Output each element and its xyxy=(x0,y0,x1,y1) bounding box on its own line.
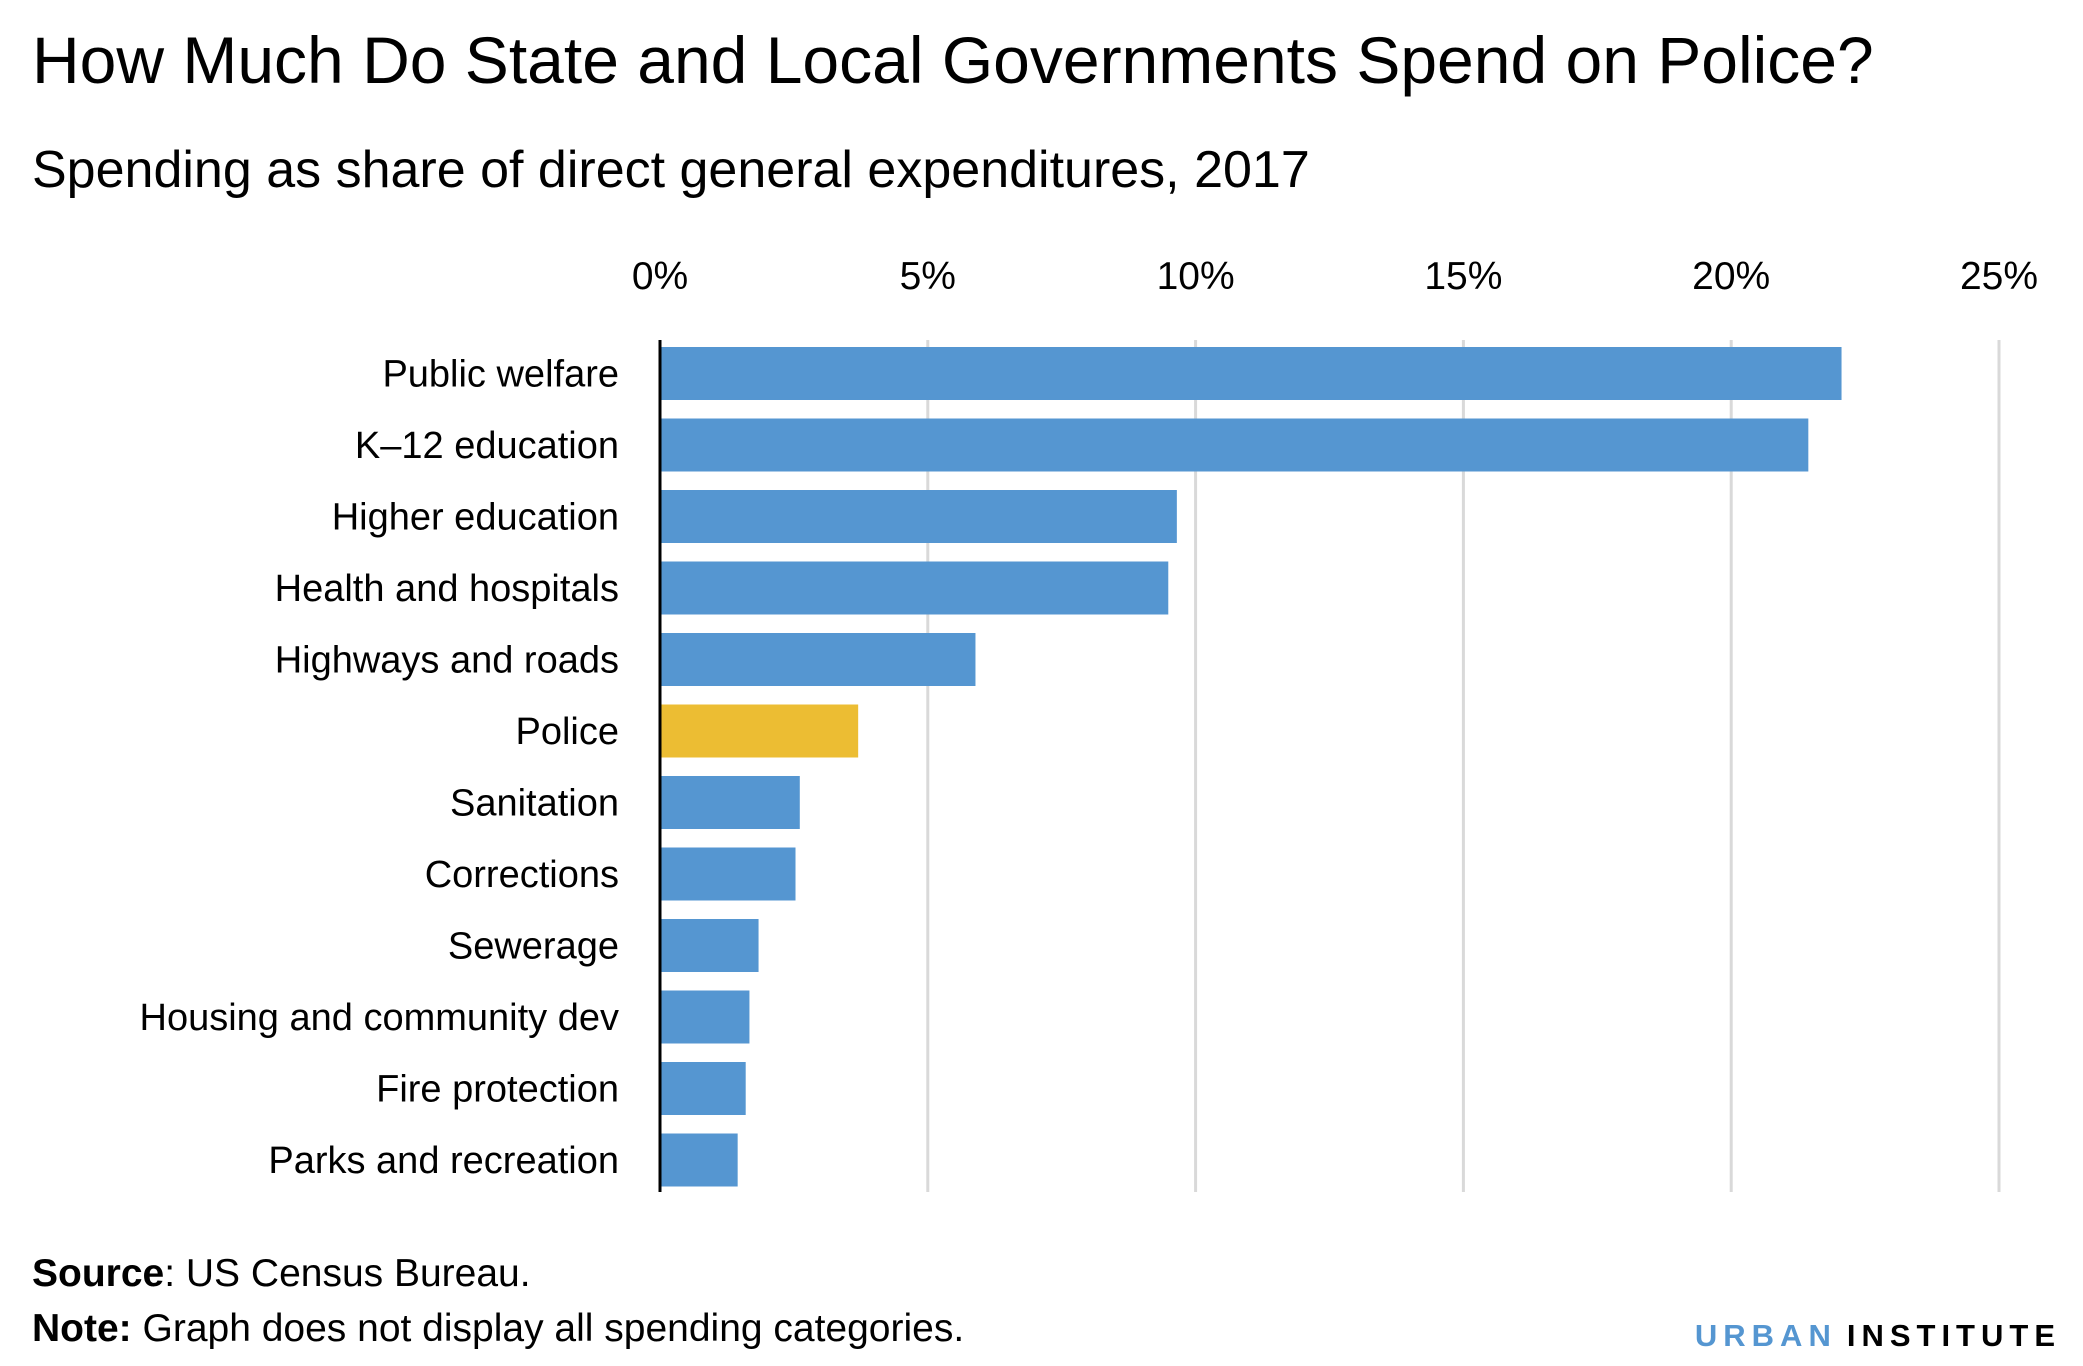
bar xyxy=(660,704,859,758)
tick-label: 15% xyxy=(1424,255,1502,298)
bar xyxy=(660,347,1842,400)
note-label: Note: xyxy=(32,1307,132,1350)
tick-label: 0% xyxy=(632,255,688,298)
tick-label: 20% xyxy=(1692,255,1770,298)
bar xyxy=(660,418,1809,472)
category-label: K–12 education xyxy=(355,425,619,467)
category-label: Higher education xyxy=(332,497,619,539)
category-label: Parks and recreation xyxy=(268,1140,619,1182)
category-label: Corrections xyxy=(425,854,619,896)
bar xyxy=(660,490,1177,543)
footnote: Note: Graph does not display all spendin… xyxy=(32,1307,964,1351)
tick-label: 25% xyxy=(1960,255,2038,298)
category-label: Sewerage xyxy=(448,926,619,968)
category-label: Highways and roads xyxy=(275,640,619,682)
bar xyxy=(660,919,759,972)
chart-title: How Much Do State and Local Governments … xyxy=(32,23,1874,97)
bar xyxy=(660,561,1169,615)
bar xyxy=(660,990,750,1044)
category-label: Sanitation xyxy=(450,783,619,825)
urban-institute-logo: URBAN INSTITUTE xyxy=(1695,1318,2061,1354)
source-text: : US Census Bureau. xyxy=(164,1252,531,1295)
bar xyxy=(660,1062,746,1115)
logo-institute: INSTITUTE xyxy=(1846,1318,2061,1353)
category-label: Housing and community dev xyxy=(140,997,619,1039)
category-label: Police xyxy=(516,711,620,753)
category-label: Fire protection xyxy=(376,1069,619,1111)
source-label: Source xyxy=(32,1252,165,1295)
logo-urban: URBAN xyxy=(1694,1318,1837,1353)
category-label: Health and hospitals xyxy=(275,568,619,610)
source-note: Source: US Census Bureau. xyxy=(32,1252,531,1296)
note-text: Graph does not display all spending cate… xyxy=(131,1307,965,1350)
bar xyxy=(660,776,800,829)
tick-label: 10% xyxy=(1157,255,1235,298)
bar xyxy=(660,1133,738,1187)
chart-subtitle: Spending as share of direct general expe… xyxy=(32,141,1310,199)
bar xyxy=(660,633,976,686)
bar xyxy=(660,847,796,901)
category-label: Public welfare xyxy=(382,354,619,396)
tick-label: 5% xyxy=(900,255,956,298)
